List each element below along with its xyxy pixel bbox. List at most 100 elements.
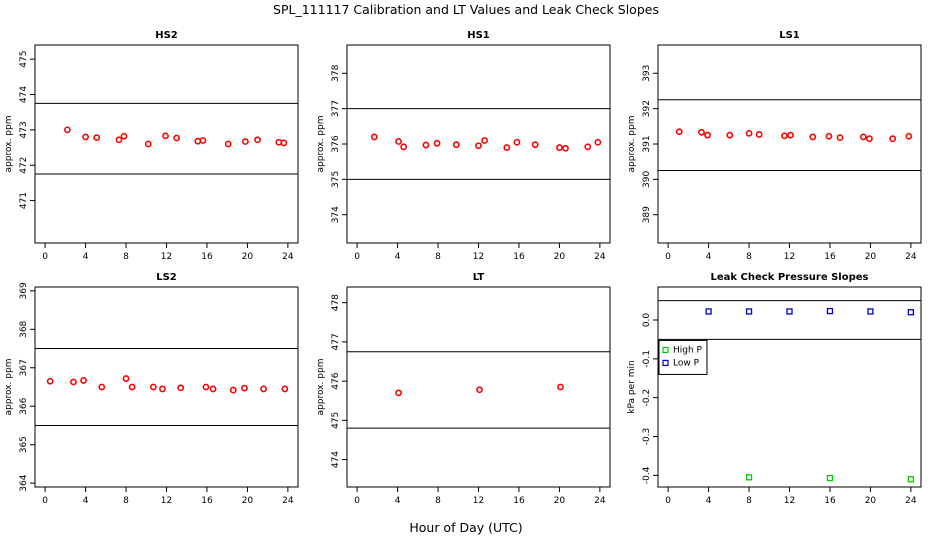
y-tick-label: 375 <box>331 171 341 188</box>
data-point <box>422 141 430 149</box>
y-tick-label: -0.3 <box>642 428 652 446</box>
data-point <box>825 132 833 140</box>
data-point <box>229 386 237 394</box>
panel-title: HS1 <box>467 30 490 41</box>
data-point <box>254 136 261 144</box>
panel-title: LT <box>473 272 485 283</box>
data-point <box>562 144 569 152</box>
data-point <box>452 141 460 149</box>
data-point <box>556 144 563 151</box>
panel-4: LT approx. ppm 0 4 8 12 16 20 24 474 475 476 477 478 <box>316 272 611 506</box>
data-point <box>159 385 166 393</box>
x-tick-label: 0 <box>354 252 360 262</box>
data-point <box>144 140 152 148</box>
data-point <box>584 143 592 151</box>
x-tick-label: 0 <box>354 496 360 506</box>
data-point <box>281 385 289 393</box>
x-tick-label: 8 <box>123 252 129 262</box>
data-point <box>787 131 794 139</box>
y-tick-label: 377 <box>331 100 341 117</box>
x-tick-label: 16 <box>513 496 525 506</box>
data-point <box>531 141 539 149</box>
data-point <box>705 308 712 315</box>
x-tick-label: 24 <box>282 496 294 506</box>
x-tick-label: 12 <box>473 496 484 506</box>
data-point <box>826 474 834 482</box>
x-tick-label: 4 <box>83 496 89 506</box>
x-tick-label: 0 <box>665 496 671 506</box>
data-point <box>370 133 378 141</box>
data-point <box>513 138 521 146</box>
data-point <box>122 375 130 382</box>
data-point <box>745 474 753 481</box>
y-tick-label: 390 <box>642 170 652 187</box>
data-point <box>177 384 185 392</box>
data-point <box>698 128 705 136</box>
y-tick-label: 364 <box>19 474 29 491</box>
data-point <box>63 126 71 134</box>
x-tick-label: 24 <box>594 252 606 262</box>
panel-title: LS2 <box>156 272 177 283</box>
data-point <box>481 137 488 144</box>
data-point <box>80 377 87 384</box>
data-point <box>781 132 788 140</box>
y-tick-label: 471 <box>19 192 29 209</box>
y-tick-label: 374 <box>331 206 341 223</box>
y-tick-label: -0.4 <box>642 466 652 484</box>
data-point <box>867 308 874 315</box>
data-point <box>120 132 128 140</box>
data-point <box>400 143 408 151</box>
data-point <box>786 308 793 315</box>
y-axis-label: kPa per min <box>627 360 637 413</box>
data-point <box>594 138 602 146</box>
data-point <box>209 385 217 393</box>
x-tick-label: 4 <box>706 252 712 262</box>
x-tick-label: 24 <box>905 496 917 506</box>
y-axis-label: approx. ppm <box>316 359 326 416</box>
legend-box <box>658 339 708 375</box>
x-tick-label: 16 <box>824 496 836 506</box>
data-point <box>128 383 136 391</box>
data-point <box>557 383 564 391</box>
y-axis-label: approx. ppm <box>4 359 14 416</box>
data-point <box>149 383 157 391</box>
y-tick-label: 473 <box>19 121 29 138</box>
data-point <box>224 140 232 148</box>
y-tick-label: 367 <box>19 359 29 376</box>
y-tick-label: -0.2 <box>642 389 652 407</box>
data-point <box>70 378 77 386</box>
x-tick-label: 0 <box>665 252 671 262</box>
y-tick-label: 474 <box>19 86 29 103</box>
y-tick-label: 472 <box>19 157 29 174</box>
x-tick-label: 8 <box>746 496 752 506</box>
legend-label: High P <box>673 345 703 355</box>
legend-label: Low P <box>673 358 700 368</box>
data-point <box>395 138 402 145</box>
data-point <box>675 128 683 136</box>
panel-title: Leak Check Pressure Slopes <box>711 272 869 283</box>
panel-3: LS2 approx. ppm 0 4 8 12 16 20 24 364 365 366 367 368… <box>4 272 299 506</box>
data-point <box>475 142 482 150</box>
data-point <box>889 135 897 143</box>
x-tick-label: 20 <box>865 252 877 262</box>
x-tick-label: 8 <box>435 496 441 506</box>
y-tick-label: 475 <box>331 412 341 429</box>
x-tick-label: 12 <box>784 496 795 506</box>
data-point <box>907 476 915 483</box>
y-tick-label: 376 <box>331 135 341 152</box>
data-point <box>93 134 101 142</box>
y-tick-label: 0.0 <box>642 313 652 328</box>
data-point <box>755 131 763 138</box>
x-tick-label: 16 <box>201 252 213 262</box>
y-axis-label: approx. ppm <box>627 116 637 173</box>
x-tick-label: 4 <box>395 252 401 262</box>
data-point <box>199 137 207 144</box>
y-tick-label: 393 <box>642 65 652 82</box>
y-tick-label: 476 <box>331 372 341 389</box>
data-point <box>241 138 249 145</box>
x-tick-label: 20 <box>242 252 254 262</box>
data-point <box>836 134 844 142</box>
data-point <box>745 129 753 137</box>
x-tick-label: 0 <box>42 496 48 506</box>
